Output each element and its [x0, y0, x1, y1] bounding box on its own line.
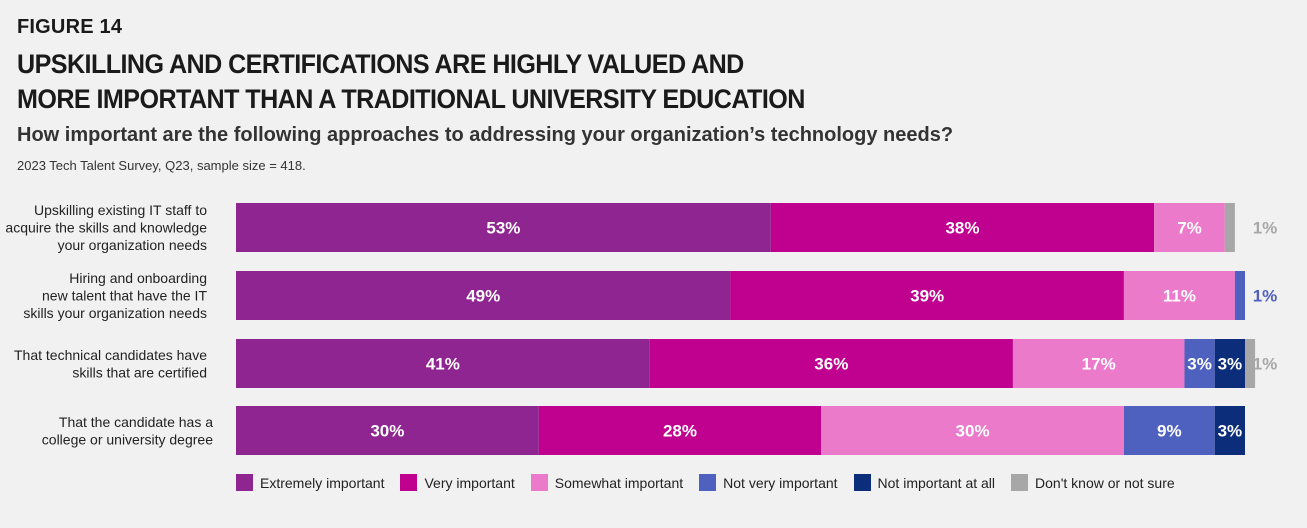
data-label: 7%	[1177, 219, 1202, 238]
legend-label: Not very important	[723, 474, 838, 491]
bar-segment	[1245, 339, 1256, 388]
bar-segment	[649, 339, 1013, 388]
data-label: 30%	[370, 422, 404, 441]
bar-segment	[730, 271, 1124, 320]
legend-label: Don't know or not sure	[1035, 474, 1175, 491]
legend-swatch	[699, 474, 717, 491]
legend-item: Somewhat important	[530, 474, 684, 491]
legend-label: Extremely important	[260, 474, 385, 491]
legend-swatch	[853, 474, 871, 491]
chart-title-line-1: UPSKILLING AND CERTIFICATIONS ARE HIGHLY…	[17, 49, 744, 79]
category-label: That technical candidates have skills tha…	[14, 347, 207, 381]
bar-segment	[1224, 203, 1235, 252]
data-label: 11%	[1163, 287, 1196, 306]
data-label: 30%	[956, 422, 990, 441]
data-label: 3%	[1187, 355, 1212, 374]
outside-data-label: 1%	[1253, 287, 1278, 306]
bar-segment	[538, 406, 822, 455]
legend-label: Not important at all	[877, 474, 996, 491]
bar-segment	[1012, 339, 1185, 388]
bar-segment	[821, 406, 1124, 455]
chart-title: UPSKILLING AND CERTIFICATIONS ARE HIGHLY…	[17, 47, 854, 117]
figure-label: FIGURE 14	[17, 16, 123, 38]
data-label: 53%	[486, 219, 520, 238]
outside-data-label: 1%	[1253, 355, 1278, 374]
legend-swatch	[236, 474, 253, 491]
data-label: 3%	[1218, 355, 1243, 374]
bar-segment	[1214, 339, 1245, 388]
category-label: Hiring and onboarding new talent that hav…	[23, 270, 207, 321]
bar-segment	[236, 339, 650, 388]
bar-segment	[236, 203, 771, 252]
data-label: 41%	[426, 355, 460, 374]
bar-segment	[1154, 203, 1225, 252]
bar-segment	[236, 271, 731, 320]
legend-label: Very important	[424, 474, 515, 491]
legend-swatch	[1011, 474, 1029, 491]
category-label: Upskilling existing IT staff to acquire t…	[5, 202, 207, 253]
data-label: 39%	[910, 287, 944, 306]
bar-segment	[770, 203, 1155, 252]
legend-item: Extremely important	[236, 474, 384, 491]
chart-title-line-2: MORE IMPORTANT THAN A TRADITIONAL UNIVER…	[17, 84, 805, 114]
data-label: 17%	[1082, 355, 1116, 374]
bar-segment	[1123, 271, 1235, 320]
chart-subtitle: How important are the following approach…	[17, 124, 954, 146]
legend-label: Somewhat important	[554, 474, 684, 491]
bar-segment	[1184, 339, 1215, 388]
bar-segment	[1123, 406, 1215, 455]
stacked-bar-chart: Upskilling existing IT staff to acquire t…	[5, 202, 1278, 455]
legend-item: Don't know or not sure	[1011, 474, 1175, 491]
legend-item: Not important at all	[853, 474, 996, 491]
data-label: 36%	[814, 355, 848, 374]
legend-item: Not very important	[699, 474, 838, 491]
data-label: 9%	[1157, 422, 1182, 441]
data-label: 28%	[663, 422, 697, 441]
bar-segment	[1234, 271, 1245, 320]
legend-swatch	[400, 474, 418, 491]
bar-segment	[236, 406, 539, 455]
data-label: 3%	[1218, 422, 1243, 441]
legend-item: Very important	[400, 474, 515, 491]
outside-data-label: 1%	[1253, 219, 1278, 238]
bar-segment	[1214, 406, 1245, 455]
legend-swatch	[530, 474, 548, 491]
source-note: 2023 Tech Talent Survey, Q23, sample siz…	[17, 158, 306, 173]
data-label: 49%	[466, 287, 500, 306]
chart-legend: Extremely important Very important Somewha…	[236, 474, 1191, 491]
category-label: That the candidate has a college or unive…	[42, 414, 213, 448]
data-label: 38%	[945, 219, 979, 238]
